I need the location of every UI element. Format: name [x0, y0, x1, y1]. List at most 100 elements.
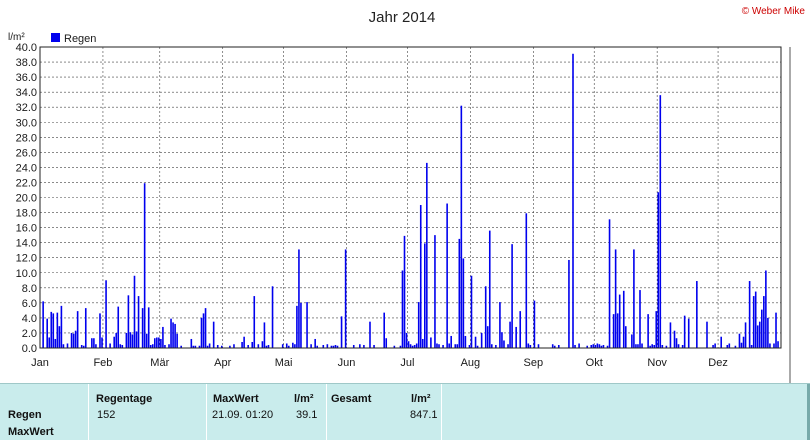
rain-bar — [454, 344, 457, 348]
row-label-maxwert: MaxWert — [8, 426, 54, 438]
rain-bar — [241, 341, 243, 348]
rain-bar — [773, 343, 775, 348]
rain-bar — [734, 345, 737, 348]
rain-bar — [714, 343, 716, 348]
rain-bar — [501, 332, 503, 348]
rain-bar — [434, 235, 436, 348]
rain-bar — [281, 344, 284, 348]
rain-bar — [50, 311, 53, 348]
rain-bar — [174, 323, 176, 348]
rain-bar — [442, 344, 444, 348]
rain-bar — [172, 322, 174, 348]
rain-bar — [631, 334, 633, 348]
rain-bar — [480, 332, 483, 348]
x-tick-label: Aug — [461, 357, 481, 369]
rain-bar — [424, 243, 426, 348]
y-tick-label: 4.0 — [22, 313, 37, 325]
rain-bar — [448, 343, 450, 348]
rain-bar — [403, 235, 406, 348]
maxwert-date: 21.09. 01:20 — [212, 409, 274, 421]
stats-divider — [88, 384, 89, 440]
rain-bars — [42, 53, 779, 349]
rain-bar — [405, 332, 408, 348]
rain-bar — [373, 344, 375, 348]
legend-swatch — [51, 33, 60, 42]
rain-bar — [633, 249, 635, 348]
rain-bar — [359, 344, 361, 348]
rain-bar — [91, 338, 93, 348]
regentage-header: Regentage — [96, 393, 153, 405]
rain-bar — [653, 344, 656, 348]
rain-bar — [458, 238, 461, 348]
rain-bar — [740, 342, 743, 348]
rain-bar — [594, 344, 597, 348]
rain-bar — [415, 343, 418, 348]
rain-bar — [62, 344, 65, 348]
x-tick-label: Jun — [338, 357, 356, 369]
rain-bar — [233, 344, 235, 348]
rain-bar — [56, 312, 59, 348]
rain-bar — [257, 344, 260, 348]
rain-bar — [131, 334, 134, 348]
rain-bar — [261, 341, 264, 348]
rain-bar — [511, 244, 513, 348]
rain-bar — [612, 314, 615, 348]
rain-bar — [300, 302, 302, 348]
rain-bar — [533, 300, 536, 348]
rain-bar — [54, 338, 57, 348]
y-tick-label: 12.0 — [16, 253, 37, 265]
rain-bar — [310, 344, 312, 348]
rain-bar — [151, 344, 154, 348]
rain-bar — [503, 340, 505, 348]
rain-bar — [752, 296, 755, 348]
rain-bar — [507, 344, 509, 348]
rain-bar — [147, 307, 150, 348]
rain-bar — [99, 313, 101, 348]
rain-bar — [74, 330, 77, 348]
y-tick-label: 32.0 — [16, 102, 37, 114]
rain-bar — [229, 345, 231, 348]
legend-label: Regen — [64, 33, 96, 45]
rain-bar — [557, 344, 560, 348]
chart-title: Jahr 2014 — [369, 9, 436, 26]
rain-bar — [586, 345, 589, 348]
y-tick-label: 40.0 — [16, 42, 37, 54]
rain-bar — [285, 343, 288, 348]
rain-bar — [515, 326, 517, 348]
y-tick-label: 6.0 — [22, 298, 37, 310]
rain-bar — [661, 344, 664, 348]
rain-bar — [383, 312, 385, 348]
rain-bar — [675, 338, 678, 348]
x-tick-label: Sep — [524, 357, 544, 369]
rain-bar — [158, 337, 160, 348]
rain-bar — [712, 344, 714, 348]
rain-bar — [641, 343, 643, 348]
rain-chart: Jahr 2014 © Weber Mike l/m² Regen 0.0 2.0… — [8, 6, 806, 383]
statistics-panel: Regen MaxWert Regentage 152 MaxWert l/m²… — [0, 383, 810, 440]
rain-bar — [450, 335, 452, 348]
rain-bar — [637, 344, 639, 348]
rain-bar — [706, 321, 708, 348]
rain-bar — [129, 332, 132, 348]
rain-bar — [624, 326, 627, 348]
rain-bar — [194, 345, 197, 348]
rain-bar — [113, 336, 115, 348]
rain-bar — [665, 345, 668, 348]
rain-bar — [488, 230, 491, 348]
regentage-value: 152 — [97, 409, 116, 421]
rain-bar — [204, 308, 207, 348]
rain-bar — [635, 344, 637, 348]
x-tick-label: Jul — [400, 357, 414, 369]
rain-bar — [80, 344, 83, 348]
stats-right-edge — [807, 384, 810, 440]
x-tick-label: Dez — [708, 357, 728, 369]
y-tick-label: 8.0 — [22, 283, 37, 295]
rain-bar — [192, 345, 195, 348]
rain-bar — [499, 302, 501, 348]
rain-bar — [598, 344, 601, 348]
gesamt-unit: l/m² — [411, 393, 431, 405]
rain-bar — [314, 338, 316, 348]
y-axis-ticks: 0.0 2.0 4.0 6.0 8.0 10.0 12.0 14.0 16.0 18.0 20.0 2… — [16, 42, 37, 355]
rain-bar — [46, 318, 48, 348]
rain-bar — [509, 321, 511, 348]
